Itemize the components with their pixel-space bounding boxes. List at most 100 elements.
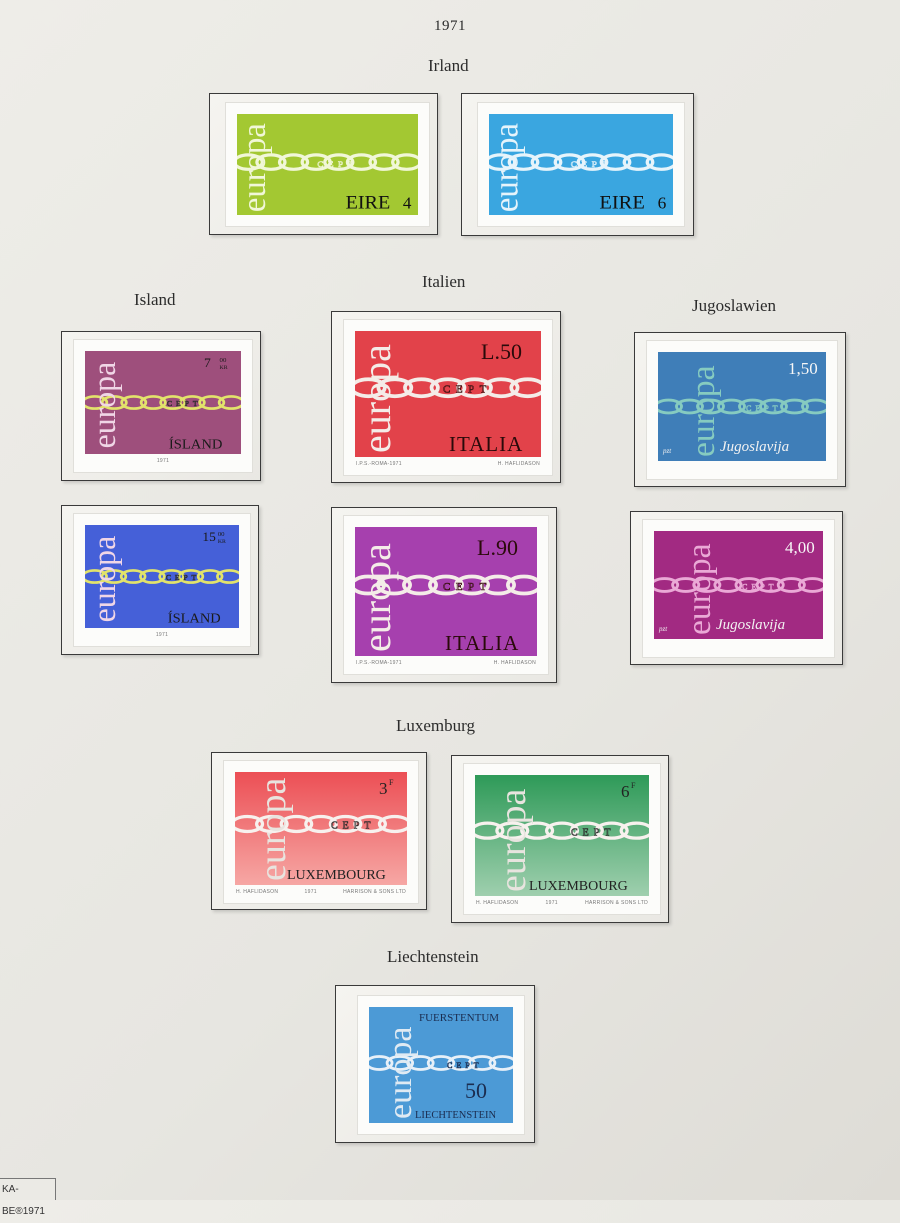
stamp-design: europa CEPT EIRE 4	[237, 114, 418, 215]
chain-link	[377, 814, 407, 834]
chain-link	[198, 395, 226, 410]
stamp-design: europa CEPT 3 F LUXEMBOURG	[235, 772, 407, 885]
europa-wordmark: europa	[85, 536, 121, 623]
stamp-currency: KR	[220, 365, 228, 371]
chain-link	[279, 814, 314, 834]
chain-link	[645, 153, 673, 171]
chain-link	[507, 153, 540, 171]
chain-link	[544, 821, 580, 840]
chain-link	[506, 574, 537, 596]
stamp-mount[interactable]: europa CEPT 15 00 KR ÍSLAND 1971	[61, 505, 259, 655]
chain-link	[675, 398, 704, 415]
stamp-background	[658, 352, 826, 461]
chain-link	[738, 398, 767, 415]
stamp-background	[85, 525, 239, 628]
chain-link	[355, 574, 386, 596]
stamp-mount[interactable]: europa CEPT EIRE 4	[209, 93, 438, 235]
stamp-mount[interactable]: europa CEPT 7 00 KR ÍSLAND 1971	[61, 331, 261, 481]
stamp-value: 6	[658, 194, 667, 212]
chain-link	[658, 398, 683, 415]
stamp-value: L.50	[481, 339, 522, 364]
stamp-value: 7	[204, 355, 211, 370]
section-title-luxemburg: Luxemburg	[396, 716, 476, 735]
chain-link	[255, 153, 287, 171]
europa-wordmark: europa	[355, 344, 399, 453]
chain-link	[158, 569, 185, 584]
stamp-imprint: H. HAFLIDASON 1971 HARRISON & SONS LTD	[236, 889, 406, 895]
stamp-mount[interactable]: europa CEPT EIRE 6	[461, 93, 694, 236]
stamp-italia-50[interactable]: europa CEPT L.50 ITALIA I.P.S.-ROMA-1971 H. …	[340, 316, 556, 479]
chain-link	[429, 377, 467, 399]
stamp-jugoslavija-400[interactable]: europa CEPT 4,00 pzt Jugoslavija	[639, 516, 838, 661]
stamp-island-7[interactable]: europa CEPT 7 00 KR ÍSLAND 1971	[70, 336, 256, 476]
stamp-country: ITALIA	[445, 631, 519, 655]
cept-chain	[658, 398, 826, 415]
stamp-liechtenstein-50[interactable]: europa CEPT FUERSTENTUM 50 LIECHTENSTEIN	[354, 992, 528, 1138]
europa-wordmark: europa	[681, 543, 718, 635]
cept-lettering: CEPT	[447, 1061, 483, 1070]
chain-link	[488, 1055, 513, 1071]
stamp-luxembourg-3[interactable]: europa CEPT 3 F LUXEMBOURG H. HAFLIDASON 1971…	[220, 757, 422, 907]
cept-lettering: CEPT	[317, 159, 357, 169]
chain-link	[385, 1055, 415, 1071]
stamp-eire-4[interactable]: europa CEPT EIRE 4	[222, 99, 433, 230]
stamp-island-15[interactable]: europa CEPT 15 00 KR ÍSLAND 1971	[70, 510, 254, 650]
cept-lettering: CEPT	[571, 828, 615, 839]
stamp-mount[interactable]: europa CEPT 4,00 pzt Jugoslavija	[630, 511, 843, 665]
chain-link	[177, 569, 205, 584]
stamp-italia-90[interactable]: europa CEPT L.90 ITALIA I.P.S.-ROMA-1971 H. …	[340, 512, 552, 678]
stamp-country: LUXEMBOURG	[529, 879, 628, 894]
cept-lettering: CEPT	[443, 581, 492, 593]
cept-lettering: CEPT	[167, 399, 202, 408]
chain-link	[654, 577, 680, 593]
chain-link	[475, 821, 505, 840]
cept-chain	[237, 153, 418, 171]
chain-link	[489, 153, 517, 171]
section-title-liechtenstein: Liechtenstein	[387, 947, 479, 966]
cept-lettering: CEPT	[166, 573, 200, 582]
chain-link	[696, 398, 725, 415]
section-title-italien: Italien	[422, 272, 466, 291]
chain-link	[368, 153, 400, 171]
stamp-currency: pzt	[658, 625, 668, 633]
stamp-mount[interactable]: europa CEPT L.50 ITALIA I.P.S.-ROMA-1971 H. …	[331, 311, 561, 483]
stamp-mount[interactable]: europa CEPT 3 F LUXEMBOURG H. HAFLIDASON 1971…	[211, 752, 427, 910]
stamp-design: europa CEPT FUERSTENTUM 50 LIECHTENSTEIN	[369, 1007, 513, 1123]
stamp-country: EIRE	[346, 192, 391, 214]
chain-link	[235, 814, 265, 834]
europa-wordmark: europa	[382, 1026, 419, 1119]
stamp-mount[interactable]: europa CEPT L.90 ITALIA I.P.S.-ROMA-1971 H. …	[331, 507, 557, 683]
chain-link	[576, 153, 609, 171]
chain-link	[100, 395, 128, 410]
chain-link	[355, 377, 387, 399]
chain-link	[717, 398, 746, 415]
stamp-luxembourg-6[interactable]: europa CEPT 6 F LUXEMBOURG H. HAFLIDASON 1971…	[460, 760, 664, 918]
chain-link	[480, 574, 516, 596]
europa-wordmark: europa	[237, 123, 273, 212]
stamp-design: europa CEPT 7 00 KR ÍSLAND	[85, 351, 241, 454]
stamp-value-fraction: 00	[218, 531, 225, 538]
stamp-mount[interactable]: europa CEPT 6 F LUXEMBOURG H. HAFLIDASON 1971…	[451, 755, 669, 923]
stamp-eire-6[interactable]: europa CEPT EIRE 6	[474, 99, 688, 230]
stamp-jugoslavija-150[interactable]: europa CEPT 1,50 pzt Jugoslavija	[643, 337, 841, 483]
chain-link	[454, 574, 490, 596]
stamp-country: ÍSLAND	[169, 436, 223, 453]
chain-link	[139, 569, 166, 584]
stamp-value: 4	[403, 194, 412, 213]
stamp-background	[85, 351, 241, 454]
europa-wordmark: europa	[87, 362, 124, 449]
stamp-value: 15	[202, 529, 216, 544]
stamp-country-bottom: LIECHTENSTEIN	[415, 1110, 496, 1121]
stamp-imprint: 1971	[155, 632, 169, 638]
chain-link	[178, 395, 206, 410]
stamp-design: europa CEPT 1,50 pzt Jugoslavija	[658, 352, 826, 461]
chain-link	[402, 574, 438, 596]
cept-lettering: CEPT	[331, 821, 375, 832]
stamp-mount[interactable]: europa CEPT FUERSTENTUM 50 LIECHTENSTEIN	[335, 985, 535, 1143]
chain-link	[139, 395, 167, 410]
chain-link	[120, 395, 148, 410]
chain-link	[323, 153, 355, 171]
stamp-mount[interactable]: europa CEPT 1,50 pzt Jugoslavija	[634, 332, 846, 487]
chain-link	[759, 398, 788, 415]
stamp-design: europa CEPT 4,00 pzt Jugoslavija	[654, 531, 823, 639]
